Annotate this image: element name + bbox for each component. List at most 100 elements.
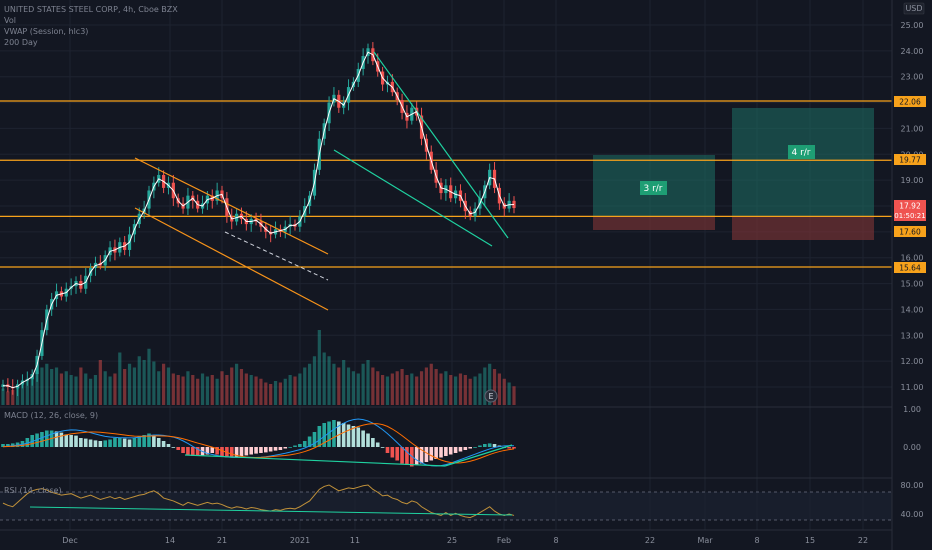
volume-bar-95: [463, 375, 467, 405]
price-tag-22: 22.06: [899, 98, 921, 107]
volume-bar-27: [132, 367, 136, 405]
volume-bar-81: [395, 371, 399, 405]
currency-box[interactable]: [903, 2, 925, 15]
macd-bar-61: [298, 444, 302, 447]
price-tick-13: 12.00: [901, 357, 924, 366]
trade-zone-1[interactable]: 3 r/r: [593, 155, 715, 230]
price-tag-last: 17.92: [899, 202, 921, 211]
volume-bar-18: [89, 378, 93, 405]
time-axis[interactable]: Dec 14 21 2021 11 25 Feb 8 22 Mar 8 15 22: [62, 536, 868, 545]
macd-bar-9: [45, 430, 49, 447]
price-tick-9: 16.00: [901, 254, 924, 263]
volume-bar-90: [439, 373, 443, 405]
volume-bar-19: [93, 375, 98, 405]
time-tick-3: 2021: [290, 536, 310, 545]
volume-bar-32: [157, 371, 161, 405]
volume-bar-55: [269, 384, 273, 405]
price-tick-0: 25.00: [901, 21, 924, 30]
volume-bar-8: [40, 367, 44, 405]
legend[interactable]: UNITED STATES STEEL CORP, 4h, Cboe BZX V…: [4, 5, 178, 495]
loss-zone-1: [593, 217, 715, 230]
volume-bar-62: [303, 367, 307, 405]
macd-bar-31: [152, 435, 156, 447]
volume-bar-59: [288, 375, 292, 405]
rsi-tick-0: 80.00: [901, 481, 924, 490]
volume-bar-103: [502, 378, 506, 405]
currency-label: USD: [905, 4, 922, 13]
volume-bar-54: [264, 382, 268, 405]
macd-bar-2: [10, 443, 15, 447]
macd-bar-66: [322, 423, 326, 447]
volume-bar-17: [84, 373, 88, 405]
macd-bar-82: [400, 447, 404, 464]
macd-bar-78: [380, 447, 385, 448]
volume-bar-13: [64, 371, 68, 405]
volume-bar-34: [166, 367, 171, 405]
time-tick-7: 8: [553, 536, 558, 545]
macd-bar-80: [390, 447, 395, 458]
macd-bar-49: [239, 447, 244, 456]
macd-bar-79: [385, 447, 390, 453]
channel-top-line[interactable]: [134, 157, 329, 255]
drawings[interactable]: [134, 51, 509, 311]
macd-bar-18: [88, 439, 93, 447]
macd-bar-12: [59, 432, 64, 447]
legend-vwap: VWAP (Session, hlc3): [4, 27, 88, 36]
volume-bar-49: [239, 369, 244, 405]
channel-bottom-line[interactable]: [134, 207, 329, 311]
price-tick-10: 15.00: [901, 280, 924, 289]
price-tags: 22.06 19.77 17.92 01:50:21 17.60 15.64: [894, 96, 926, 273]
wedge-bottom-line[interactable]: [333, 149, 493, 247]
horizontal-levels[interactable]: [0, 100, 892, 268]
volume-bar-63: [308, 363, 312, 405]
volume-bar-40: [196, 378, 200, 405]
macd-bar-47: [229, 447, 234, 458]
time-tick-6: Feb: [497, 536, 511, 545]
macd-bar-98: [478, 445, 482, 447]
price-tick-14: 11.00: [901, 383, 924, 392]
macd-bar-55: [268, 447, 273, 452]
macd-bar-62: [302, 441, 307, 447]
price-tick-11: 14.00: [901, 305, 924, 314]
macd-bar-11: [54, 431, 59, 447]
macd-bar-45: [220, 447, 224, 456]
macd-bar-5: [25, 438, 30, 447]
trade-zone-2[interactable]: 4 r/r: [732, 108, 874, 240]
volume-bar-46: [225, 375, 229, 405]
macd-bar-58: [283, 447, 288, 449]
volume-bar-74: [361, 363, 365, 405]
trade-label-2: 4 r/r: [791, 148, 810, 158]
loss-zone-2: [732, 217, 874, 240]
rsi-trend-line[interactable]: [29, 506, 513, 516]
macd-bar-64: [312, 432, 317, 447]
volume-bar-77: [376, 371, 380, 405]
time-tick-4: 11: [350, 536, 360, 545]
volume-bar-57: [278, 382, 282, 405]
macd-bar-71: [346, 424, 351, 447]
wedge-top-line[interactable]: [373, 51, 509, 239]
volume-bar-60: [293, 376, 297, 405]
macd-bar-54: [264, 447, 268, 453]
macd-trend-line-2[interactable]: [444, 444, 513, 467]
macd-bar-22: [108, 439, 112, 447]
macd-bar-21: [103, 440, 107, 447]
macd-bar-104: [507, 447, 511, 449]
rsi-pane: [0, 484, 892, 521]
price-tag-19: 19.77: [899, 156, 921, 165]
macd-bar-72: [351, 426, 356, 447]
macd-bar-60: [293, 445, 297, 447]
volume-bar-50: [244, 373, 248, 405]
time-tick-5: 25: [447, 536, 457, 545]
volume-bar-33: [162, 363, 166, 405]
earnings-marker[interactable]: E: [484, 389, 498, 403]
macd-trend-line[interactable]: [184, 454, 446, 467]
rsi-tick-1: 40.00: [901, 510, 924, 519]
macd-bar-33: [161, 441, 166, 447]
volume-bar-21: [103, 371, 107, 405]
dashed-projection-line[interactable]: [224, 231, 329, 281]
volume-bar-36: [176, 375, 180, 405]
macd-bar-67: [327, 421, 331, 447]
price-tick-12: 13.00: [901, 331, 924, 340]
macd-bar-13: [64, 434, 69, 447]
